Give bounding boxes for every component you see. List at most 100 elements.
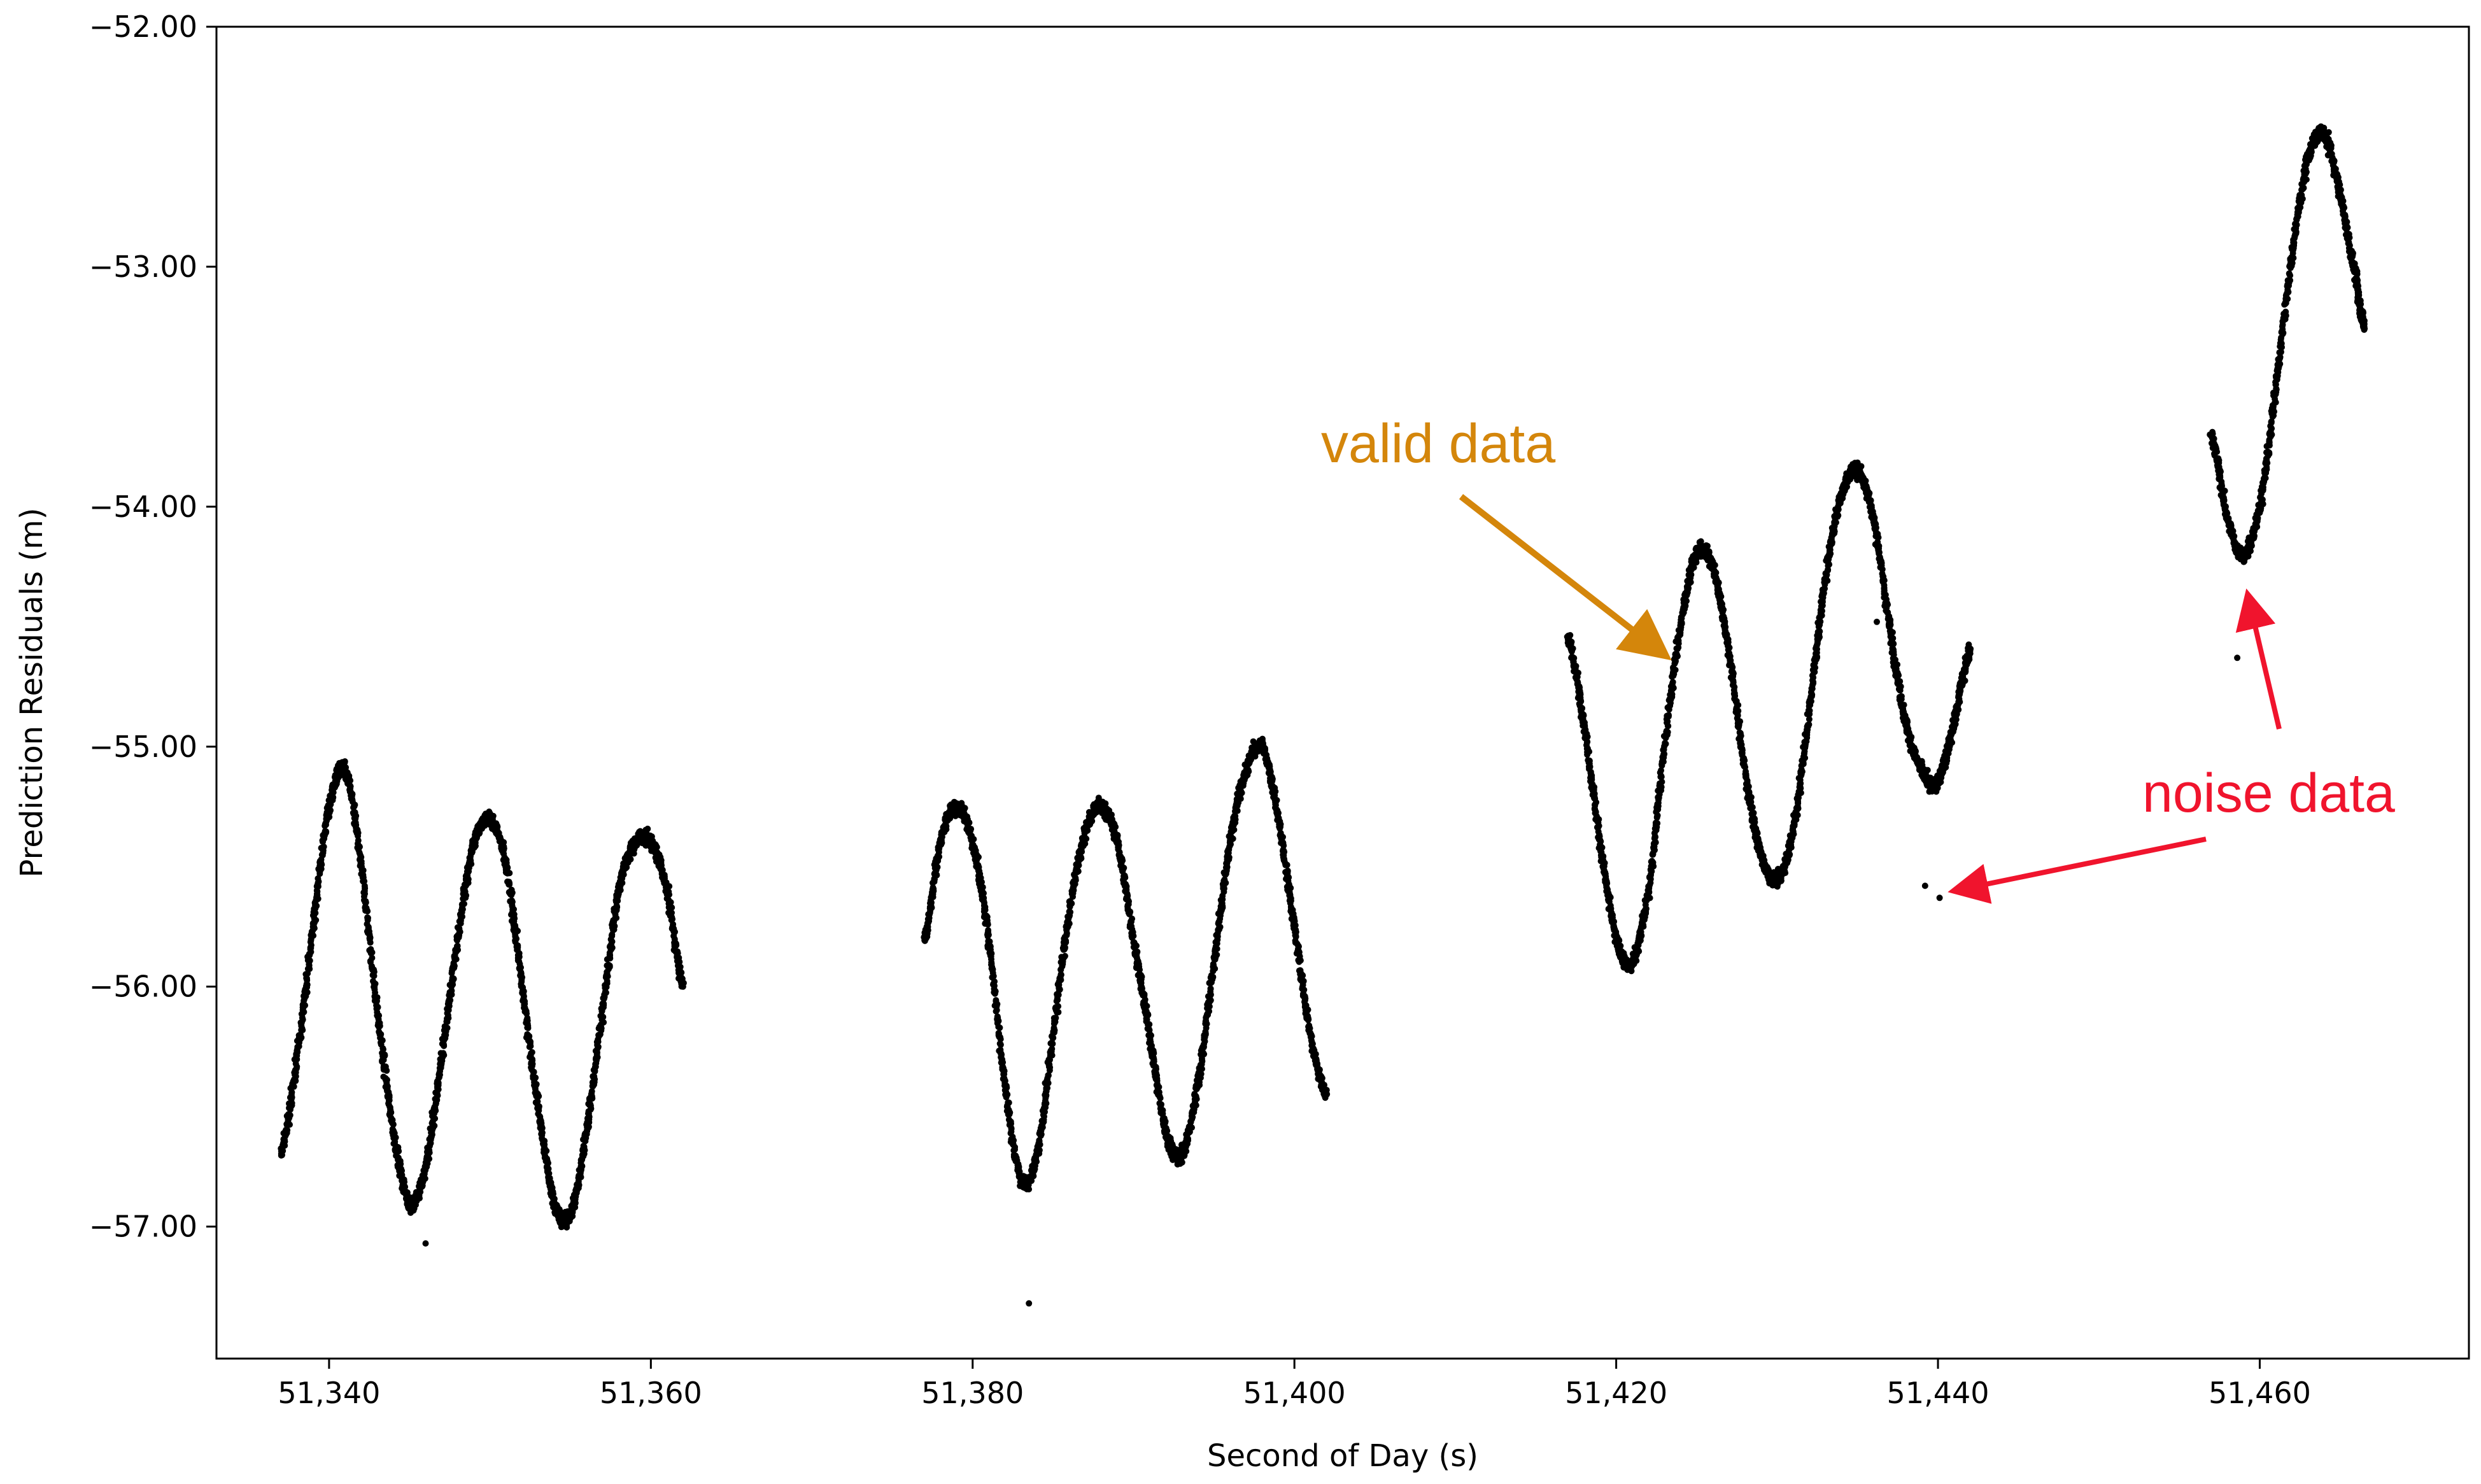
data-point (416, 1189, 423, 1196)
data-point (1130, 933, 1137, 940)
data-point (467, 858, 474, 864)
data-point (463, 892, 470, 899)
data-point (442, 1024, 449, 1031)
data-point (355, 837, 362, 844)
data-point (591, 1068, 598, 1075)
data-point (1229, 835, 1236, 842)
data-point (302, 983, 309, 989)
data-point (545, 1165, 552, 1172)
data-point (675, 954, 682, 961)
data-point (304, 989, 311, 996)
data-point (1199, 1057, 1206, 1064)
data-point (550, 1191, 556, 1198)
data-point (1575, 669, 1581, 676)
data-point (1145, 1011, 1152, 1018)
data-point (323, 828, 330, 835)
data-point (1222, 879, 1229, 886)
data-point (314, 888, 321, 895)
data-point (1197, 1067, 1204, 1074)
data-point (1220, 885, 1227, 892)
data-point (1278, 836, 1285, 843)
data-point (1597, 838, 1604, 845)
data-point (1302, 995, 1309, 1002)
data-point (306, 957, 313, 964)
data-point (1323, 1091, 1330, 1098)
data-point (527, 1040, 534, 1047)
data-point (532, 1082, 539, 1089)
data-point (349, 796, 356, 803)
data-point (293, 1065, 300, 1072)
data-point (1072, 875, 1079, 882)
data-point (997, 1036, 1004, 1043)
data-point (371, 972, 378, 979)
data-point (311, 925, 318, 931)
data-point (999, 1056, 1006, 1063)
data-point (376, 1022, 383, 1029)
data-point (1057, 974, 1064, 981)
data-point (397, 1157, 404, 1164)
data-point (604, 973, 611, 980)
data-point (347, 777, 354, 784)
data-point (1646, 894, 1653, 901)
data-point (521, 1000, 528, 1007)
data-point (313, 902, 320, 909)
data-point (588, 1088, 595, 1095)
data-point (1007, 1109, 1014, 1116)
data-point (383, 1067, 390, 1074)
data-point (1267, 768, 1274, 775)
data-point (379, 1037, 386, 1044)
data-point (930, 886, 937, 893)
data-point (316, 867, 323, 874)
data-point (1219, 893, 1226, 900)
data-point (500, 843, 507, 850)
data-point (613, 907, 620, 914)
data-point (523, 1017, 530, 1024)
data-point (1593, 799, 1600, 806)
data-point (376, 1029, 383, 1036)
data-point (447, 997, 454, 1003)
data-point (967, 827, 974, 834)
data-point (300, 1008, 307, 1015)
data-point (380, 1046, 386, 1053)
data-point (1292, 931, 1299, 938)
data-point (1167, 1134, 1174, 1141)
data-point (366, 935, 373, 942)
data-point (1224, 864, 1231, 870)
data-point (614, 897, 621, 904)
data-point (980, 890, 987, 896)
data-point (361, 882, 368, 889)
data-point (1054, 993, 1061, 999)
data-point (1210, 973, 1217, 980)
data-point (391, 1134, 398, 1141)
data-point (395, 1148, 402, 1155)
data-point (1154, 1072, 1161, 1079)
data-point (1002, 1091, 1009, 1098)
data-point (970, 836, 977, 843)
data-point (627, 856, 634, 863)
data-point (1042, 1104, 1049, 1111)
data-point (547, 1182, 554, 1189)
data-point (1576, 688, 1583, 695)
data-point (1114, 832, 1121, 839)
data-point (679, 983, 686, 990)
data-point (977, 874, 984, 881)
data-point (1275, 812, 1282, 819)
data-point (435, 1075, 442, 1082)
data-point (1643, 908, 1650, 915)
data-point (330, 794, 337, 801)
data-point (364, 908, 371, 915)
data-point (935, 852, 942, 859)
data-point (1601, 863, 1608, 870)
data-point (600, 1019, 607, 1026)
data-point (1148, 1032, 1154, 1039)
data-point (1595, 816, 1602, 823)
data-point (1156, 1094, 1163, 1101)
data-point (1648, 858, 1655, 865)
data-point (284, 1127, 291, 1134)
data-point (402, 1184, 409, 1191)
data-point (472, 839, 479, 846)
data-point (516, 950, 523, 957)
data-point (1212, 965, 1219, 972)
data-point (364, 915, 371, 922)
data-point (1061, 952, 1068, 959)
